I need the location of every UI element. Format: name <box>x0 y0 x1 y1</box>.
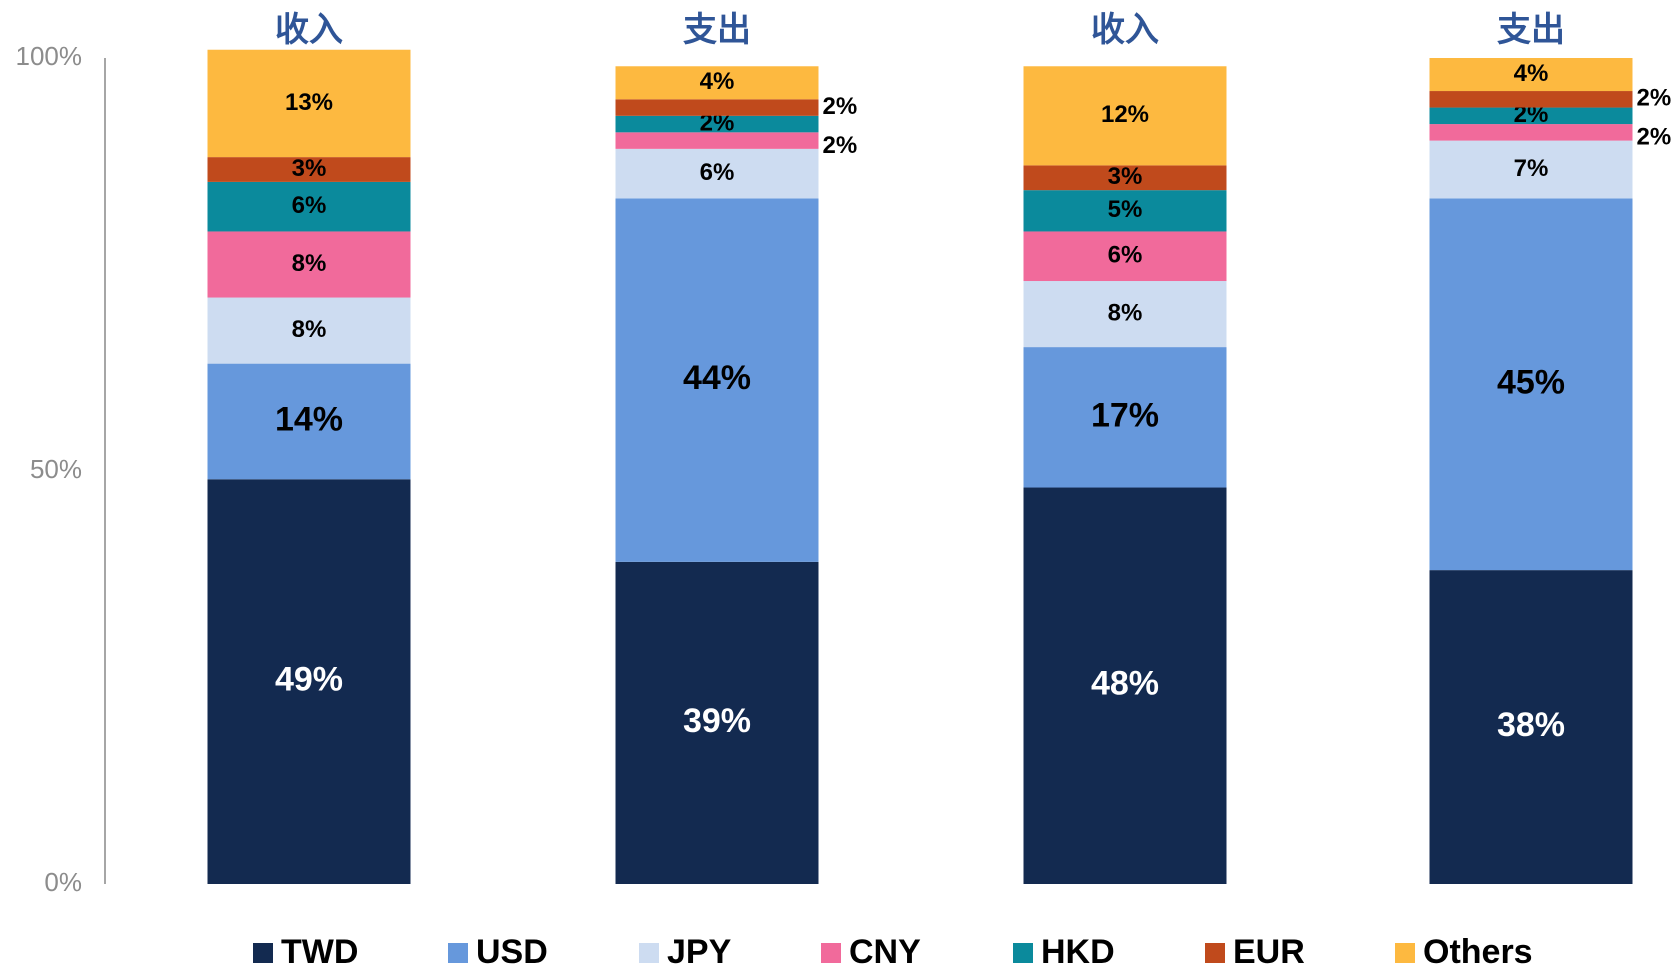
legend-label: Others <box>1423 933 1533 971</box>
bar-segment <box>207 231 411 298</box>
legend-swatch <box>1395 943 1415 963</box>
bar-segment <box>615 115 819 133</box>
data-label: 3% <box>292 155 327 182</box>
bar-segment <box>1429 91 1633 108</box>
legend-swatch <box>253 943 273 963</box>
bar-segment <box>1023 281 1227 348</box>
data-label: 44% <box>683 359 751 397</box>
legend-label: HKD <box>1041 933 1115 971</box>
data-label: 2% <box>823 93 858 120</box>
legend-swatch <box>448 943 468 963</box>
bar-segment <box>1023 190 1227 232</box>
category-label: 支出 <box>1497 11 1565 49</box>
bar-segment <box>1429 140 1633 199</box>
bar-segment <box>207 49 411 158</box>
legend-swatch <box>821 943 841 963</box>
legend-label: EUR <box>1233 933 1305 971</box>
bar-segment <box>615 99 819 116</box>
data-label: 13% <box>285 89 333 116</box>
bar-segment <box>207 363 411 480</box>
bar-segment <box>1429 58 1633 92</box>
bar-segment <box>1023 66 1227 166</box>
category-label: 收入 <box>275 11 343 49</box>
y-tick-label: 100% <box>16 41 83 71</box>
data-label: 6% <box>700 159 735 186</box>
legend-label: JPY <box>667 933 732 971</box>
data-label: 2% <box>823 132 858 159</box>
bar-segment <box>207 479 411 884</box>
bar-segment <box>207 181 411 232</box>
data-label: 48% <box>1091 665 1159 703</box>
bar-segment <box>615 148 819 199</box>
data-label: 14% <box>275 400 343 438</box>
y-tick-label: 50% <box>30 454 82 484</box>
bar-segment <box>615 66 819 100</box>
category-label: 支出 <box>683 11 751 49</box>
bar-segment <box>1023 231 1227 282</box>
data-label: 12% <box>1101 101 1149 128</box>
data-label: 38% <box>1497 706 1565 744</box>
bar-segment <box>615 198 819 562</box>
legend-label: CNY <box>849 933 921 971</box>
bar-segment <box>1429 124 1633 141</box>
legend-label: USD <box>476 933 548 971</box>
data-label: 4% <box>700 68 735 95</box>
data-label: 5% <box>1108 196 1143 223</box>
data-label: 7% <box>1514 155 1549 182</box>
data-label: 6% <box>292 192 327 219</box>
bar-segment <box>615 561 819 884</box>
data-label: 8% <box>292 250 327 277</box>
bar-segment <box>1429 570 1633 884</box>
data-label: 8% <box>292 316 327 343</box>
category-label: 收入 <box>1091 11 1159 49</box>
data-label: 6% <box>1108 242 1143 269</box>
data-label: 45% <box>1497 363 1565 401</box>
bar-segment <box>1429 107 1633 125</box>
legend-swatch <box>1013 943 1033 963</box>
data-label: 17% <box>1091 396 1159 434</box>
legend-swatch <box>639 943 659 963</box>
bar-segment <box>207 157 411 182</box>
data-label: 4% <box>1514 60 1549 87</box>
data-label: 2% <box>1637 85 1672 112</box>
data-label: 39% <box>683 702 751 740</box>
data-label: 49% <box>275 661 343 699</box>
bar-segment <box>1023 487 1227 884</box>
bar-segment <box>1023 347 1227 488</box>
bar-segment <box>207 297 411 364</box>
bar-segment <box>1429 198 1633 571</box>
bar-segment <box>615 132 819 149</box>
legend-label: TWD <box>281 933 358 971</box>
data-label: 8% <box>1108 299 1143 326</box>
bar-segment <box>1023 165 1227 191</box>
y-tick-label: 0% <box>44 867 82 897</box>
data-label: 3% <box>1108 163 1143 190</box>
data-label: 2% <box>1637 124 1672 151</box>
legend-swatch <box>1205 943 1225 963</box>
